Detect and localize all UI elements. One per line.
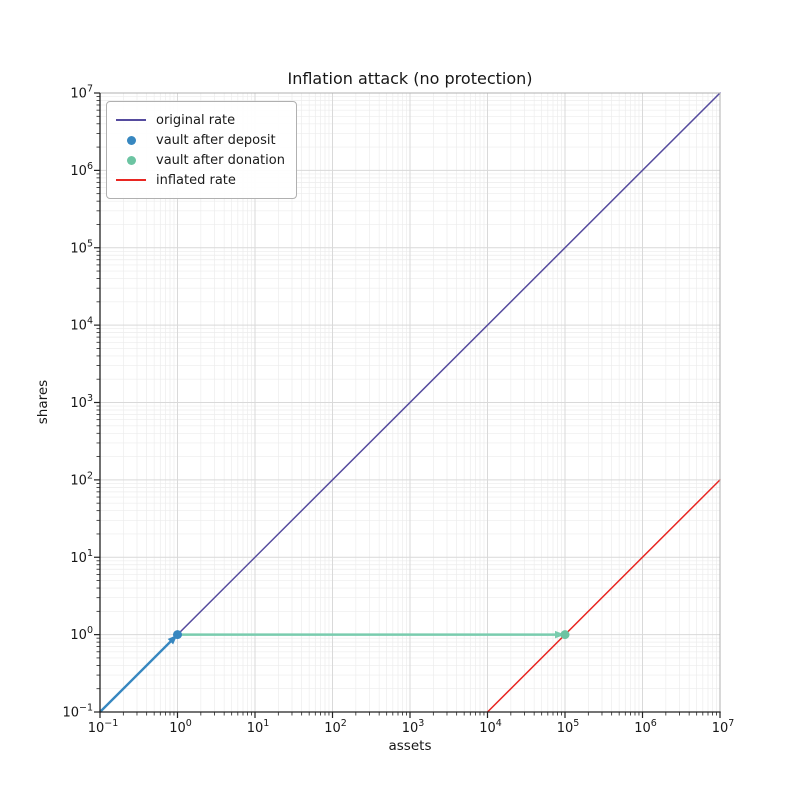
x-tick-label: 101 (247, 718, 270, 736)
y-tick-label: 103 (70, 393, 93, 411)
legend-label: vault after donation (156, 152, 285, 168)
line-swatch (116, 119, 146, 121)
series-line-inflated-rate (486, 479, 721, 713)
x-tick-label: 10−1 (88, 718, 119, 736)
y-tick-label: 105 (70, 238, 93, 256)
chart-title: Inflation attack (no protection) (287, 69, 533, 88)
y-tick-label: 107 (70, 84, 93, 102)
scatter-point-vault-after-donation (560, 630, 570, 640)
annotation-arrow-head (555, 630, 565, 639)
y-tick-label: 104 (70, 316, 93, 334)
dot-swatch (126, 135, 136, 145)
x-axis-label: assets (388, 738, 432, 754)
x-tick-label: 100 (169, 718, 192, 736)
scatter-point-vault-after-deposit (173, 630, 182, 640)
line-swatch (116, 179, 146, 181)
legend: original rate vault after deposit vault af… (106, 101, 297, 199)
dot-swatch (126, 155, 136, 165)
legend-label: vault after deposit (156, 132, 276, 148)
legend-label: original rate (156, 112, 236, 128)
x-tick-label: 103 (402, 718, 425, 736)
legend-line-sample (116, 179, 146, 181)
series-line-original-rate (99, 92, 721, 713)
x-tick-label: 105 (557, 718, 580, 736)
legend-entry-vault-after-donation: vault after donation (116, 150, 285, 170)
legend-entry-vault-after-deposit: vault after deposit (116, 130, 285, 150)
y-tick-label: 106 (70, 161, 93, 179)
y-axis-label: shares (35, 379, 51, 425)
legend-entry-inflated-rate: inflated rate (116, 170, 285, 190)
x-tick-label: 107 (712, 718, 735, 736)
legend-line-sample (116, 119, 146, 121)
x-tick-label: 106 (634, 718, 657, 736)
y-tick-label: 100 (70, 625, 93, 643)
y-tick-label: 101 (70, 548, 93, 566)
legend-dot-sample (116, 155, 146, 165)
y-tick-label: 102 (70, 470, 93, 488)
legend-entry-original-rate: original rate (116, 110, 285, 130)
y-tick-label: 10−1 (62, 703, 93, 721)
x-tick-label: 102 (324, 718, 347, 736)
x-tick-label: 104 (479, 718, 502, 736)
legend-label: inflated rate (156, 172, 236, 188)
legend-dot-sample (116, 135, 146, 145)
annotation-arrow-shaft (99, 637, 175, 713)
